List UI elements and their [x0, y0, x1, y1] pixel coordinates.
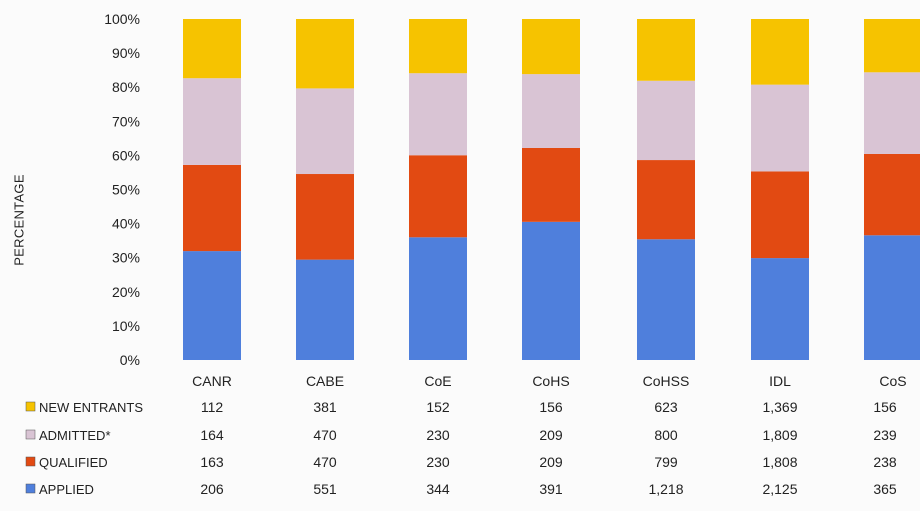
bar-segment-new-entrants-cohss [637, 19, 695, 81]
y-axis-ticks: 0% 10% 20% 30% 40% 50% 60% 70% 80% 90% 100% [104, 11, 140, 368]
bar-segment-qualified-cabe [296, 174, 354, 260]
category-label: CoHS [532, 373, 569, 389]
table-cell: 206 [200, 481, 224, 497]
y-tick-label: 90% [112, 45, 140, 61]
legend-swatch [25, 401, 36, 412]
table-cell: 238 [873, 454, 897, 470]
data-table: NEW ENTRANTS 112 381 152 156 623 1,369 156 ADMIT… [25, 399, 897, 497]
bar-segment-applied-cohss [637, 239, 695, 360]
y-tick-label: 100% [104, 11, 140, 27]
table-cell: 209 [539, 427, 563, 443]
bar-segment-applied-cos [864, 235, 920, 360]
table-cell: 470 [313, 454, 337, 470]
y-tick-label: 40% [112, 216, 140, 232]
table-cell: 799 [654, 454, 678, 470]
legend-label: ADMITTED* [39, 428, 111, 443]
bar-segment-admitted-idl [751, 84, 809, 172]
table-cell: 381 [313, 399, 337, 415]
bar-segment-applied-cabe [296, 259, 354, 360]
table-cell: 470 [313, 427, 337, 443]
table-cell: 2,125 [762, 481, 797, 497]
legend-label: APPLIED [39, 482, 94, 497]
table-cell: 164 [200, 427, 224, 443]
bar-segment-admitted-coe [409, 73, 467, 156]
table-cell: 1,809 [762, 427, 797, 443]
bar-segment-applied-coe [409, 237, 467, 360]
bar-segment-qualified-cohss [637, 160, 695, 240]
bar-segment-new-entrants-canr [183, 19, 241, 79]
y-tick-label: 50% [112, 182, 140, 198]
bars [183, 19, 920, 360]
y-tick-label: 60% [112, 147, 140, 163]
table-cell: 391 [539, 481, 563, 497]
y-tick-label: 10% [112, 318, 140, 334]
bar-segment-applied-canr [183, 251, 241, 360]
bar-segment-new-entrants-cabe [296, 19, 354, 89]
legend-swatch [25, 456, 36, 467]
category-label: CANR [192, 373, 232, 389]
category-label: CoS [879, 373, 906, 389]
bar-segment-qualified-coe [409, 155, 467, 238]
table-cell: 230 [426, 454, 450, 470]
table-cell: 209 [539, 454, 563, 470]
legend-swatch [25, 483, 36, 494]
legend-swatch [25, 429, 36, 440]
bar-segment-new-entrants-cohs [522, 19, 580, 75]
table-cell: 1,369 [762, 399, 797, 415]
category-label: IDL [769, 373, 791, 389]
bar-segment-admitted-cohss [637, 80, 695, 161]
bar-segment-new-entrants-coe [409, 19, 467, 74]
y-tick-label: 20% [112, 284, 140, 300]
category-label: CABE [306, 373, 344, 389]
table-cell: 365 [873, 481, 897, 497]
bar-segment-qualified-cos [864, 153, 920, 236]
bar-segment-applied-idl [751, 258, 809, 360]
bar-segment-applied-cohs [522, 221, 580, 360]
y-tick-label: 30% [112, 250, 140, 266]
bar-segment-qualified-cohs [522, 147, 580, 222]
table-cell: 800 [654, 427, 678, 443]
table-cell: 112 [201, 399, 224, 415]
table-cell: 156 [539, 399, 563, 415]
table-cell: 1,808 [762, 454, 797, 470]
table-cell: 156 [873, 399, 897, 415]
legend-label: NEW ENTRANTS [39, 400, 143, 415]
table-cell: 344 [426, 481, 450, 497]
table-cell: 1,218 [648, 481, 683, 497]
category-label: CoHSS [643, 373, 690, 389]
bar-segment-admitted-cabe [296, 88, 354, 175]
y-tick-label: 0% [120, 352, 140, 368]
y-tick-label: 70% [112, 113, 140, 129]
category-label: CoE [424, 373, 451, 389]
table-cell: 623 [654, 399, 678, 415]
bar-segment-new-entrants-idl [751, 19, 809, 85]
bar-segment-admitted-cohs [522, 74, 580, 148]
table-cell: 551 [313, 481, 337, 497]
table-cell: 163 [200, 454, 224, 470]
legend-label: QUALIFIED [39, 455, 108, 470]
category-labels: CANR CABE CoE CoHS CoHSS IDL CoS [192, 373, 906, 389]
bar-segment-admitted-cos [864, 72, 920, 154]
table-cell: 230 [426, 427, 450, 443]
bar-segment-new-entrants-cos [864, 19, 920, 73]
table-cell: 239 [873, 427, 897, 443]
bar-segment-qualified-canr [183, 164, 241, 252]
table-cell: 152 [426, 399, 450, 415]
bar-segment-qualified-idl [751, 171, 809, 259]
y-tick-label: 80% [112, 79, 140, 95]
bar-segment-admitted-canr [183, 78, 241, 165]
